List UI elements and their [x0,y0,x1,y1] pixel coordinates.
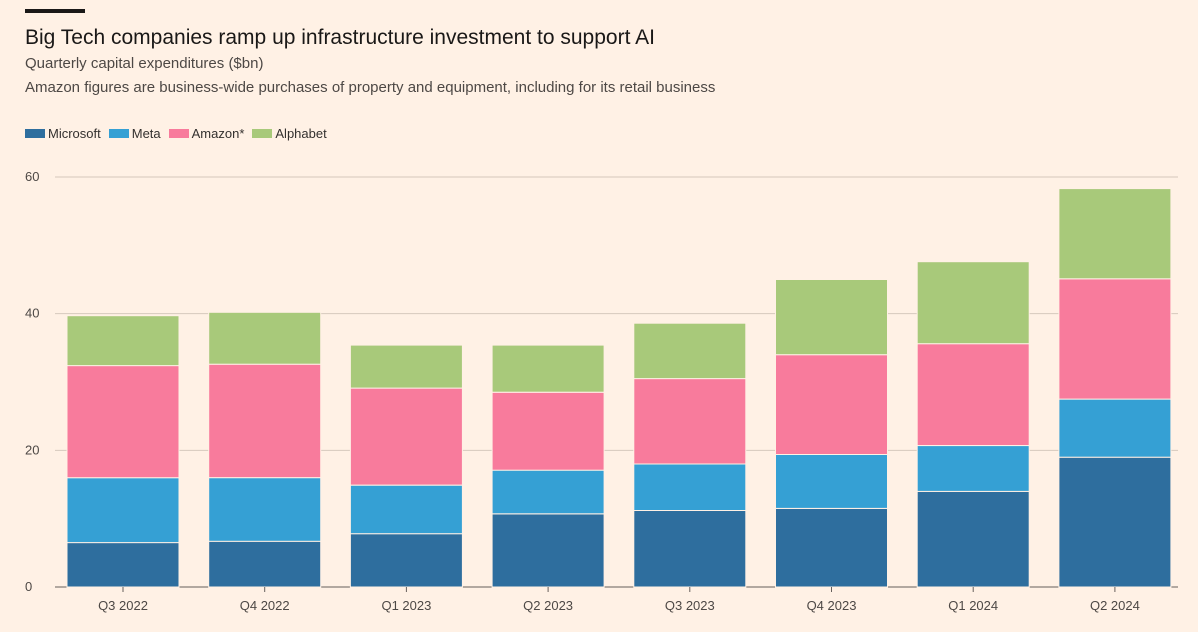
bar-amazon-q3-2022 [66,365,180,479]
bar-alphabet-q2-2024 [1058,188,1172,280]
legend-label: Amazon* [191,126,245,141]
x-tick-label-q2-2024: Q2 2024 [1090,598,1140,613]
bar-alphabet-q3-2023 [633,322,747,380]
bar-amazon-q1-2023 [349,387,463,486]
x-tick-label-q1-2024: Q1 2024 [948,598,998,613]
x-tick-label-q3-2022: Q3 2022 [98,598,148,613]
bar-meta-q1-2024 [916,445,1030,492]
bar-meta-q2-2024 [1058,398,1172,458]
bar-microsoft-q2-2023 [491,513,605,588]
legend-item-alphabet: Alphabet [252,126,327,141]
x-tick-label-q4-2022: Q4 2022 [240,598,290,613]
legend-swatch [108,129,129,138]
bar-meta-q2-2023 [491,469,605,515]
bar-meta-q4-2023 [775,453,888,509]
legend: Microsoft Meta Amazon* Alphabet [25,126,335,141]
bar-amazon-q1-2024 [916,343,1030,447]
chart-note: Amazon figures are business-wide purchas… [25,79,716,96]
bar-microsoft-q4-2023 [775,507,888,588]
x-tick-label-q2-2023: Q2 2023 [523,598,573,613]
legend-label: Alphabet [275,126,327,141]
chart-subtitle: Quarterly capital expenditures ($bn) [25,55,264,72]
x-tick-label-q3-2023: Q3 2023 [665,598,715,613]
x-tick-label-q1-2023: Q1 2023 [381,598,431,613]
bar-alphabet-q4-2023 [775,279,888,356]
legend-swatch [252,129,273,138]
bar-amazon-q3-2023 [633,378,747,465]
y-tick-label-40: 40 [25,306,39,321]
bar-amazon-q2-2023 [491,391,605,471]
legend-label: Meta [131,126,161,141]
bar-amazon-q2-2024 [1058,278,1172,400]
legend-item-microsoft: Microsoft [25,126,101,141]
bar-microsoft-q4-2022 [208,540,322,588]
bar-microsoft-q3-2023 [633,510,747,588]
y-tick-label-20: 20 [25,442,39,457]
bar-alphabet-q3-2022 [66,315,180,367]
brand-bar [25,9,85,13]
bar-microsoft-q3-2022 [66,542,180,588]
bar-alphabet-q1-2023 [349,344,463,389]
chart-title: Big Tech companies ramp up infrastructur… [25,26,655,49]
bar-meta-q4-2022 [208,477,322,542]
bar-alphabet-q1-2024 [916,261,1030,345]
bar-microsoft-q1-2023 [349,533,463,588]
y-tick-label-60: 60 [25,169,39,184]
bar-microsoft-q1-2024 [916,490,1030,588]
legend-label: Microsoft [48,126,101,141]
bar-amazon-q4-2023 [775,354,888,456]
bar-meta-q3-2022 [66,477,180,544]
legend-item-amazon: Amazon* [168,126,245,141]
legend-swatch [168,129,189,138]
bar-alphabet-q2-2023 [491,344,605,393]
y-tick-label-0: 0 [25,579,32,594]
bar-meta-q1-2023 [349,484,463,535]
bar-microsoft-q2-2024 [1058,456,1172,588]
bar-amazon-q4-2022 [208,363,322,479]
bar-meta-q3-2023 [633,463,747,511]
bar-alphabet-q4-2022 [208,311,322,365]
x-tick-label-q4-2023: Q4 2023 [807,598,857,613]
legend-swatch [25,129,45,138]
legend-item-meta: Meta [108,126,161,141]
